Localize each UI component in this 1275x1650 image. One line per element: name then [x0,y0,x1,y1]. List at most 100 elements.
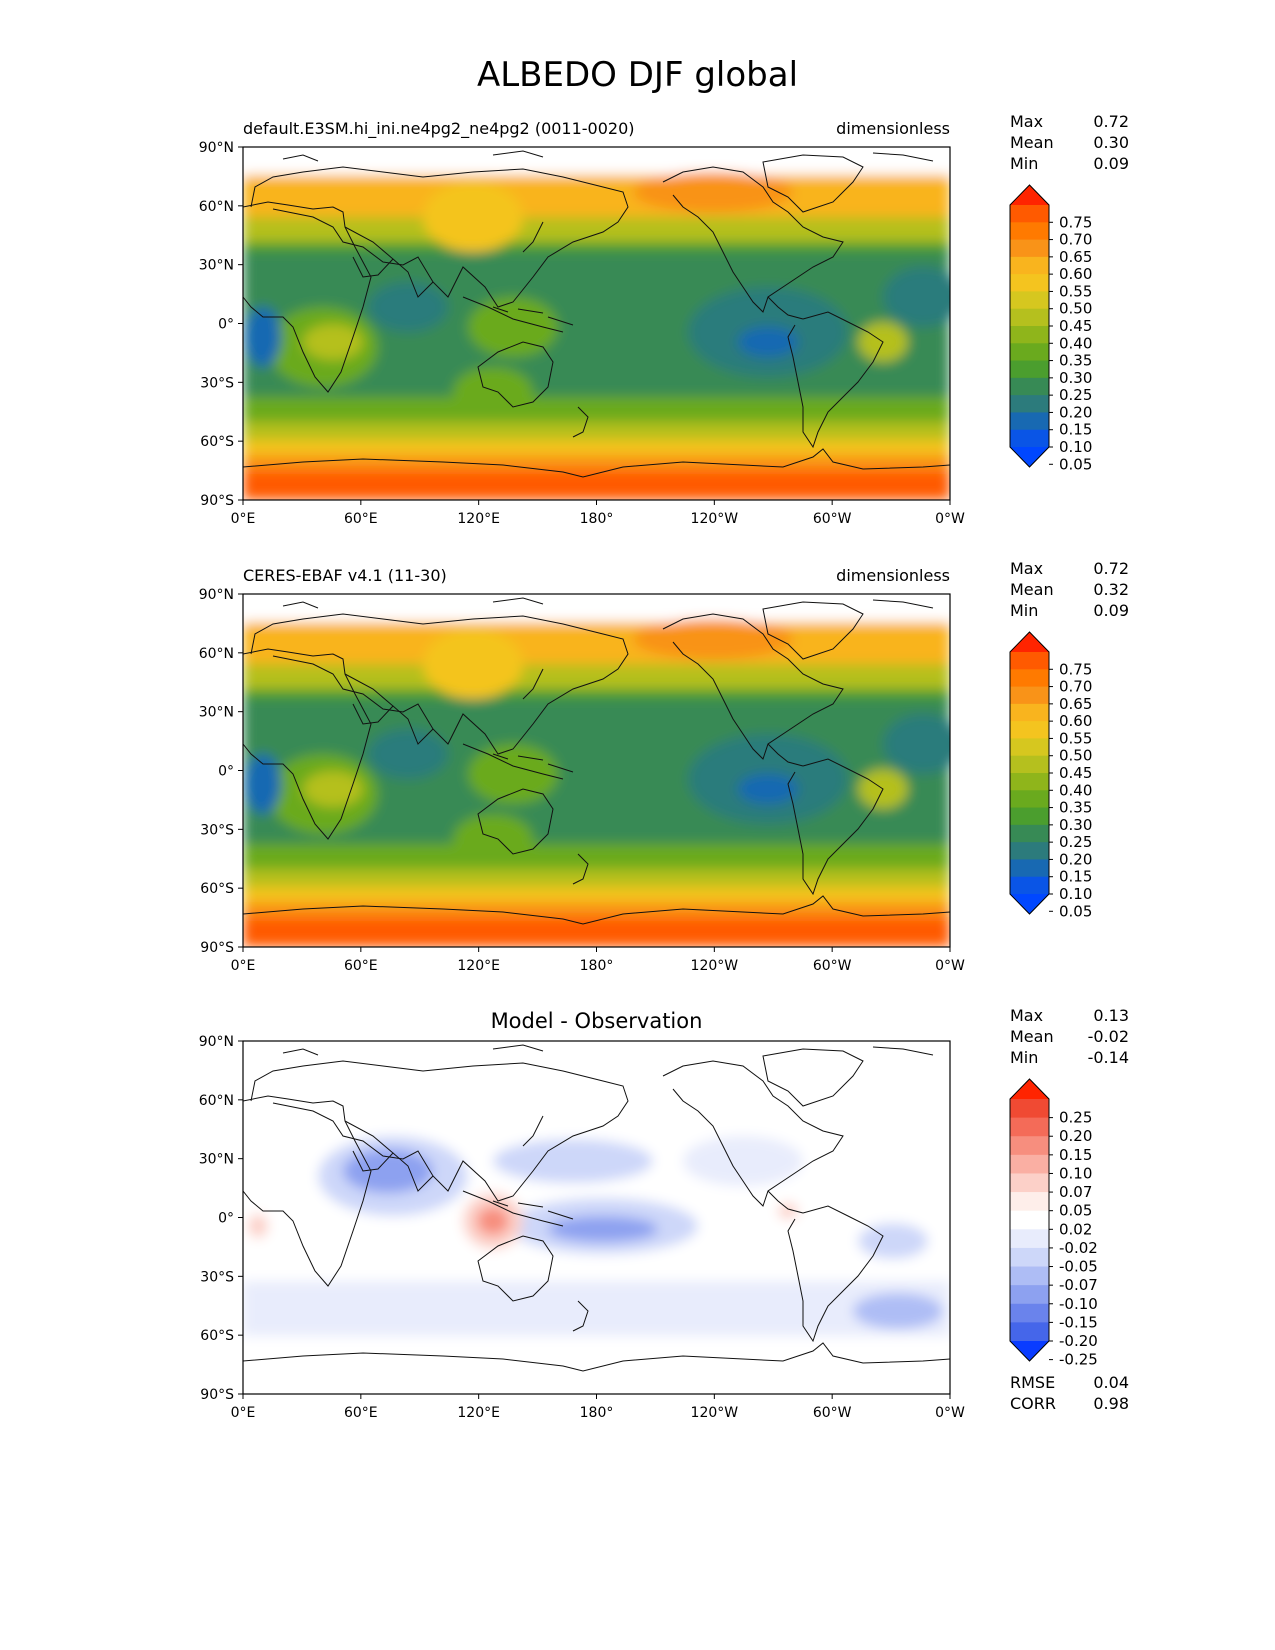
colorbar-swatch [1010,1303,1049,1323]
panel-title: CERES-EBAF v4.1 (11-30) [243,566,447,585]
y-tick-label: 60°N [199,1093,234,1109]
colorbar-label: 0.05 [1059,902,1092,920]
colorbar-swatch [1010,669,1049,688]
colorbar-swatch [1010,429,1049,448]
colorbar-label: 0.25 [1059,833,1092,851]
colorbar-label: 0.70 [1059,678,1092,696]
y-tick-label: 90°S [200,493,234,509]
x-tick-label: 180° [580,511,614,527]
colorbar-label: 0.75 [1059,660,1092,678]
x-tick-label: 0°E [231,1405,256,1421]
colorbar-swatch [1010,377,1049,396]
colorbar-label: 0.75 [1059,213,1092,231]
field-2 [243,594,950,947]
colorbar-label: 0.40 [1059,334,1092,352]
colorbar-label: 0.20 [1059,850,1092,868]
y-tick-label: 60°S [200,434,234,450]
colorbar-label: -0.25 [1059,1351,1098,1369]
stat-label: Max [1010,559,1043,578]
stat-value: 0.30 [1093,133,1129,152]
y-tick-label: 30°S [200,822,234,838]
y-tick-label: 60°S [200,881,234,897]
colorbar-label: -0.10 [1059,1295,1098,1313]
colorbar: 0.750.700.650.600.550.500.450.400.350.30… [1009,184,1092,473]
stat-value: 0.04 [1093,1373,1129,1392]
colorbar-label: 0.10 [1059,1164,1092,1182]
x-tick-label: 0°W [935,1405,965,1421]
colorbar-extend-max [1010,185,1049,205]
colorbar-swatch [1010,1099,1049,1119]
colorbar-label: 0.10 [1059,885,1092,903]
colorbar-swatch [1010,859,1049,878]
y-tick-label: 60°S [200,1328,234,1344]
colorbar-swatch [1010,1192,1049,1212]
colorbar-swatch [1010,343,1049,362]
stat-value: -0.02 [1088,1027,1129,1046]
field-1 [243,147,950,500]
x-tick-label: 120°E [457,511,500,527]
field-3 [243,1041,950,1394]
stat-value: 0.09 [1093,601,1129,620]
stat-label: CORR [1010,1394,1056,1413]
map-panel-1: 90°N 60°N 30°N 0° 30°S 60°S 90°S 0°E 60°E 120°E 18… [199,112,1129,527]
x-tick-label: 120°W [691,958,739,974]
stat-value: 0.98 [1093,1394,1129,1413]
colorbar-swatch [1010,703,1049,722]
colorbar-swatch [1010,652,1049,670]
colorbar-label: 0.20 [1059,1127,1092,1145]
stat-label: RMSE [1010,1373,1055,1392]
panel-title: Model - Observation [491,1009,703,1033]
colorbar-label: -0.15 [1059,1313,1098,1331]
stat-label: Mean [1010,580,1054,599]
stat-label: Max [1010,1006,1043,1025]
colorbar-swatch [1010,1154,1049,1174]
colorbar-label: 0.30 [1059,369,1092,387]
x-tick-label: 120°W [691,511,739,527]
colorbar-label: -0.07 [1059,1276,1098,1294]
colorbar-swatch [1010,1210,1049,1230]
figure-title: ALBEDO DJF global [476,55,799,95]
x-tick-label: 0°E [231,511,256,527]
colorbar-swatch [1010,308,1049,327]
colorbar-label: 0.02 [1059,1220,1092,1238]
colorbar-label: 0.35 [1059,799,1092,817]
stat-label: Min [1010,154,1038,173]
y-tick-label: 60°N [199,199,234,215]
x-tick-label: 120°E [457,1405,500,1421]
colorbar-label: 0.05 [1059,455,1092,473]
colorbar-swatch [1010,686,1049,705]
y-tick-label: 90°N [199,587,234,603]
colorbar-swatch [1010,842,1049,860]
colorbar-label: 0.65 [1059,248,1092,266]
colorbar-label: 0.35 [1059,352,1092,370]
colorbar-swatch [1010,790,1049,809]
colorbar-swatch [1010,326,1049,344]
x-tick-label: 60°E [344,1405,378,1421]
colorbar-swatch [1010,1173,1049,1193]
colorbar-label: 0.30 [1059,816,1092,834]
y-tick-label: 90°N [199,1034,234,1050]
x-tick-label: 180° [580,958,614,974]
colorbar-extend-min [1010,447,1049,467]
colorbar-label: 0.25 [1059,1109,1092,1127]
stat-label: Mean [1010,1027,1054,1046]
x-tick-label: 60°W [813,511,852,527]
map-panel-3: 90°N 60°N 30°N 0° 30°S 60°S 90°S 0°E 60°E 120°E 18… [199,1006,1129,1421]
colorbar-extend-min [1010,894,1049,914]
colorbar-swatch [1010,1266,1049,1286]
y-tick-label: 30°N [199,705,234,721]
x-tick-label: 180° [580,1405,614,1421]
colorbar-label: 0.65 [1059,695,1092,713]
stat-label: Min [1010,1048,1038,1067]
colorbar-extend-max [1010,1079,1049,1099]
y-tick-label: 90°N [199,140,234,156]
stat-value: 0.72 [1093,559,1129,578]
stat-value: 0.13 [1093,1006,1129,1025]
colorbar-label: 0.25 [1059,386,1092,404]
colorbar-swatch [1010,222,1049,241]
y-tick-label: 60°N [199,646,234,662]
colorbar-swatch [1010,1322,1049,1342]
map-panel-2: 90°N 60°N 30°N 0° 30°S 60°S 90°S 0°E 60°E 120°E 18… [199,559,1129,974]
colorbar-label: 0.70 [1059,231,1092,249]
units-label: dimensionless [836,119,950,138]
